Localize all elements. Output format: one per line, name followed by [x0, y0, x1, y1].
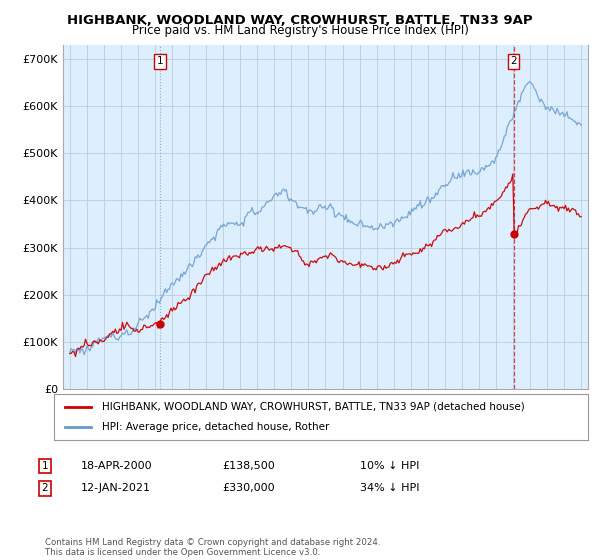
Text: HPI: Average price, detached house, Rother: HPI: Average price, detached house, Roth… — [102, 422, 329, 432]
Text: 2: 2 — [511, 57, 517, 66]
Text: HIGHBANK, WOODLAND WAY, CROWHURST, BATTLE, TN33 9AP (detached house): HIGHBANK, WOODLAND WAY, CROWHURST, BATTL… — [102, 402, 525, 412]
Text: 2: 2 — [41, 483, 49, 493]
Text: Price paid vs. HM Land Registry's House Price Index (HPI): Price paid vs. HM Land Registry's House … — [131, 24, 469, 36]
Text: £138,500: £138,500 — [222, 461, 275, 471]
Text: 34% ↓ HPI: 34% ↓ HPI — [360, 483, 419, 493]
Text: HIGHBANK, WOODLAND WAY, CROWHURST, BATTLE, TN33 9AP: HIGHBANK, WOODLAND WAY, CROWHURST, BATTL… — [67, 14, 533, 27]
Text: 1: 1 — [157, 57, 163, 66]
Text: 10% ↓ HPI: 10% ↓ HPI — [360, 461, 419, 471]
Text: 1: 1 — [41, 461, 49, 471]
Text: Contains HM Land Registry data © Crown copyright and database right 2024.
This d: Contains HM Land Registry data © Crown c… — [45, 538, 380, 557]
Text: £330,000: £330,000 — [222, 483, 275, 493]
Text: 18-APR-2000: 18-APR-2000 — [81, 461, 152, 471]
Text: 12-JAN-2021: 12-JAN-2021 — [81, 483, 151, 493]
